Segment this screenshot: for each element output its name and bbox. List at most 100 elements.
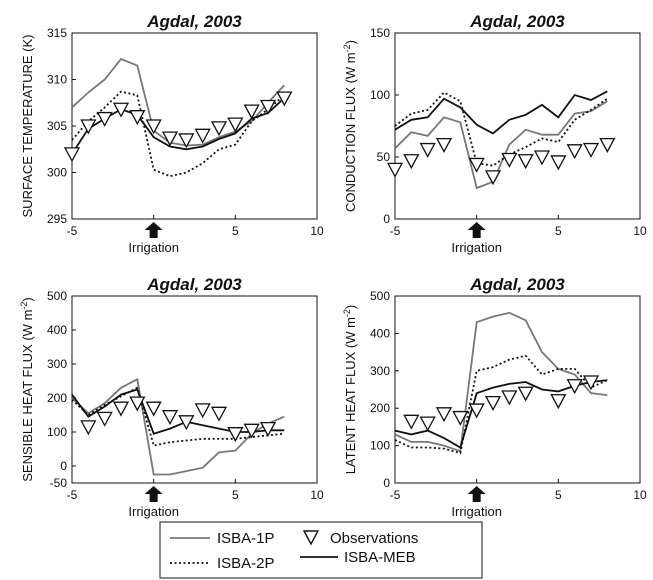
y-tick-label: 100 — [370, 88, 390, 102]
y-axis-label-superscript: -2 — [342, 44, 352, 52]
observation-point — [259, 421, 277, 437]
y-tick-label: 200 — [47, 391, 67, 405]
y-tick-label: 500 — [370, 289, 390, 303]
observation-point — [501, 390, 518, 406]
chart-panel-surface-temperature: Agdal, 2003295300305310315-50510SURFACE … — [20, 12, 324, 255]
up-arrow-icon — [467, 222, 486, 238]
observation-point — [112, 102, 130, 118]
observation-point — [599, 137, 616, 153]
y-axis-label-main: SENSIBLE HEAT FLUX (W m — [20, 310, 35, 482]
chart-panel-latent-heat-flux: Agdal, 20030100200300400500-50510LATENT … — [342, 275, 647, 519]
observation-point — [276, 91, 293, 107]
legend: ISBA-1P Observations ISBA-2P ISBA-MEB — [159, 521, 483, 579]
irrigation-label: Irrigation — [451, 240, 502, 255]
x-tick-label: 5 — [232, 224, 239, 238]
y-axis-label-main: LATENT HEAT FLUX (W m — [343, 317, 358, 474]
y-tick-label: -50 — [50, 476, 68, 490]
observation-point — [161, 410, 179, 426]
series-line-isba-2p — [71, 386, 285, 447]
legend-label-isba-meb: ISBA-MEB — [344, 549, 416, 566]
series-line-isba-1p — [394, 100, 608, 190]
up-arrow-icon — [467, 486, 486, 502]
x-tick-label: 10 — [310, 224, 324, 238]
y-tick-label: 0 — [383, 476, 390, 490]
observation-point — [145, 401, 162, 417]
observation-point — [501, 152, 518, 168]
observation-point — [533, 150, 551, 166]
legend-box — [159, 521, 483, 579]
observation-point — [259, 99, 277, 115]
observation-point — [129, 396, 146, 412]
x-tick-label: -5 — [67, 224, 78, 238]
y-tick-label: 0 — [383, 212, 390, 226]
chart-panels: Agdal, 2003295300305310315-50510SURFACE … — [19, 12, 647, 519]
series-line-isba-2p — [394, 354, 608, 455]
observation-point — [468, 157, 485, 173]
irrigation-label: Irrigation — [128, 504, 179, 519]
y-tick-label: 0 — [60, 459, 67, 473]
y-tick-label: 305 — [47, 119, 67, 133]
observation-point — [484, 170, 502, 186]
observation-point — [468, 403, 485, 419]
y-tick-label: 50 — [377, 150, 391, 164]
observation-point — [210, 406, 228, 422]
y-tick-label: 295 — [47, 212, 67, 226]
y-axis-label: LATENT HEAT FLUX (W m-2) — [342, 305, 358, 475]
y-axis-label-superscript: -2 — [342, 309, 352, 317]
y-axis-label-tail: ) — [343, 305, 358, 309]
y-tick-label: 400 — [370, 326, 390, 340]
legend-marker-observations — [302, 530, 320, 546]
irrigation-label: Irrigation — [451, 504, 502, 519]
observation-point — [145, 119, 162, 135]
observation-point — [194, 128, 211, 144]
observation-point — [386, 162, 404, 178]
x-tick-label: -5 — [390, 488, 401, 502]
chart-title: Agdal, 2003 — [469, 12, 565, 31]
y-axis-label: SURFACE TEMPERATURE (K) — [20, 35, 35, 218]
chart-panel-sensible-heat-flux: Agdal, 2003-500100200300400500-50510SENS… — [19, 275, 324, 519]
series-line-isba-meb — [394, 90, 608, 135]
x-tick-label: 5 — [555, 488, 562, 502]
observation-point — [194, 403, 211, 419]
chart-title: Agdal, 2003 — [469, 275, 565, 294]
chart-title: Agdal, 2003 — [146, 275, 242, 294]
x-tick-label: 10 — [310, 488, 324, 502]
observation-point — [566, 144, 583, 160]
observation-point — [210, 121, 228, 137]
x-tick-label: -5 — [67, 488, 78, 502]
y-tick-label: 500 — [47, 289, 67, 303]
observation-point — [80, 420, 97, 436]
y-tick-label: 400 — [47, 323, 67, 337]
y-axis-label: CONDUCTION FLUX (W m-2) — [342, 40, 358, 212]
y-tick-label: 100 — [47, 425, 67, 439]
x-tick-label: 5 — [232, 488, 239, 502]
up-arrow-icon — [144, 486, 163, 502]
observation-point — [243, 423, 260, 439]
observation-point — [178, 415, 195, 431]
observation-point — [96, 111, 113, 127]
observation-point — [227, 427, 244, 443]
y-axis-label-main: SURFACE TEMPERATURE (K) — [20, 35, 35, 218]
observation-point — [243, 104, 260, 120]
series-line-isba-2p — [71, 90, 285, 178]
legend-label-isba-2p: ISBA-2P — [217, 555, 275, 572]
y-tick-label: 300 — [47, 357, 67, 371]
plot-frame — [394, 32, 641, 220]
x-tick-label: 5 — [555, 224, 562, 238]
series-line-isba-1p — [71, 57, 285, 147]
observation-point — [550, 155, 567, 171]
irrigation-label: Irrigation — [128, 240, 179, 255]
up-arrow-icon — [144, 222, 163, 238]
y-axis-label-tail: ) — [343, 40, 358, 44]
observation-point — [403, 414, 420, 430]
y-tick-label: 315 — [47, 26, 67, 40]
y-axis-label-main: CONDUCTION FLUX (W m — [343, 52, 358, 212]
observation-point — [403, 154, 420, 170]
y-tick-label: 300 — [370, 364, 390, 378]
legend-label-isba-1p: ISBA-1P — [217, 530, 275, 547]
observation-point — [484, 395, 502, 411]
legend-label-observations: Observations — [330, 530, 418, 547]
observation-point — [452, 410, 469, 426]
observation-point — [582, 142, 600, 158]
